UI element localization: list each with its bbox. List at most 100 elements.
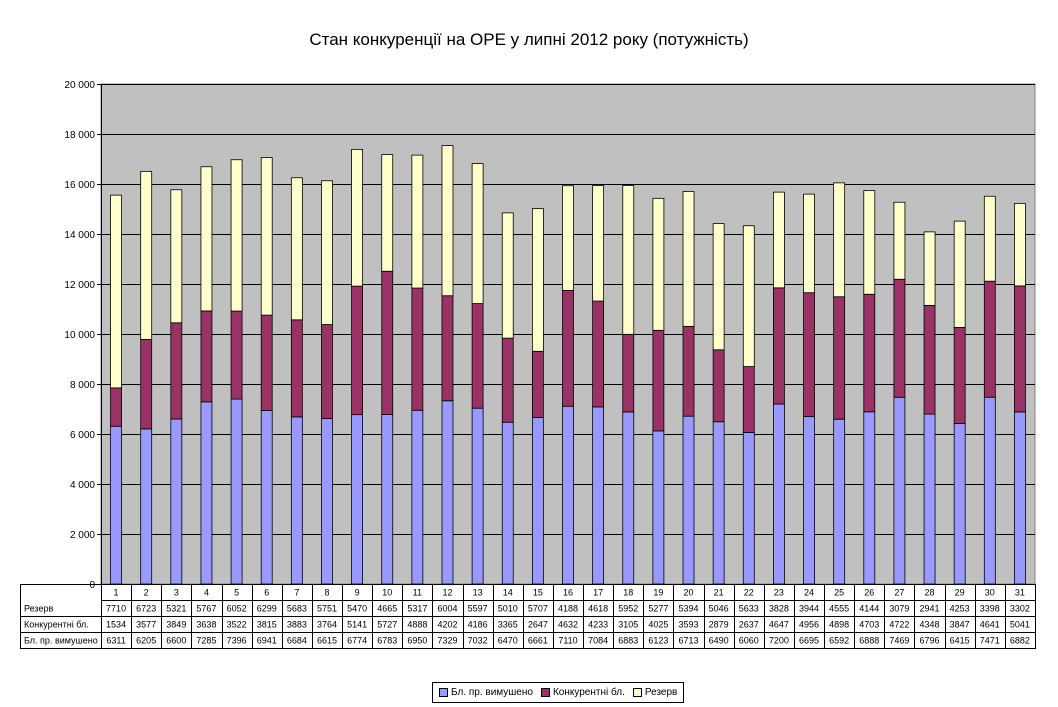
bar-segment (773, 287, 785, 405)
bar-segment (682, 325, 695, 417)
bar-segment (290, 177, 303, 321)
table-cell-value: 5767 (196, 604, 216, 614)
table-cell-value: 3849 (166, 620, 186, 630)
bar-segment (260, 410, 273, 585)
table-cell-value: 4665 (377, 604, 397, 614)
table-cell-value: 4632 (558, 620, 578, 630)
bar-segment (260, 157, 273, 316)
bar-segment (773, 403, 785, 585)
bar-segment (592, 300, 605, 408)
bar-segment (501, 337, 514, 423)
table-cell-value: 6684 (287, 636, 307, 646)
table-cell-value: 3764 (317, 620, 337, 630)
bar-segment (863, 190, 876, 295)
bar-segment (803, 193, 815, 294)
table-cell-value: 4618 (588, 604, 608, 614)
x-tick-label: 20 (684, 588, 694, 598)
table-cell-value: 6592 (829, 636, 849, 646)
y-tick-label: 6 000 (70, 430, 95, 441)
table-cell-value: 6774 (347, 636, 367, 646)
table-cell-value: 3593 (679, 620, 699, 630)
x-tick-label: 7 (294, 588, 299, 598)
table-cell-value: 3302 (1010, 604, 1030, 614)
table-cell-value: 2941 (920, 604, 940, 614)
x-tick-label: 18 (623, 588, 633, 598)
bar-segment (983, 195, 996, 282)
x-tick-label: 8 (324, 588, 329, 598)
legend-swatch (632, 688, 642, 697)
bar-segment (321, 418, 333, 585)
table-cell-value: 4703 (859, 620, 879, 630)
bar-segment (923, 231, 936, 306)
table-cell-value: 3105 (618, 620, 638, 630)
table-row-label: Конкурентні бл. (24, 620, 89, 630)
bar-segment (652, 197, 665, 331)
bar-segment (953, 220, 966, 328)
table-cell-value: 4956 (799, 620, 819, 630)
bar-segment (471, 407, 484, 585)
table-cell-value: 6695 (799, 636, 819, 646)
table-cell-value: 7471 (980, 636, 1000, 646)
table-cell-value: 5683 (287, 604, 307, 614)
table-cell-value: 6004 (437, 604, 457, 614)
x-tick-label: 30 (985, 588, 995, 598)
table-cell-value: 3828 (769, 604, 789, 614)
bar-segment (321, 180, 333, 325)
table-cell-value: 7032 (468, 636, 488, 646)
bar-segment (531, 417, 544, 585)
bar-segment (170, 322, 183, 420)
table-cell-value: 6470 (498, 636, 518, 646)
bar-segment (1014, 411, 1026, 585)
x-tick-label: 22 (744, 588, 754, 598)
table-cell-value: 4253 (950, 604, 970, 614)
table-cell-value: 6796 (920, 636, 940, 646)
table-cell-value: 4348 (920, 620, 940, 630)
table-cell-value: 5633 (739, 604, 759, 614)
x-tick-label: 27 (894, 588, 904, 598)
table-cell-value: 7285 (196, 636, 216, 646)
table-cell-value: 6311 (106, 636, 125, 646)
bar-segment (531, 350, 544, 418)
table-cell-value: 1534 (106, 620, 126, 630)
bar-segment (953, 327, 966, 425)
bar-segment (351, 285, 363, 416)
bar-segment (803, 292, 815, 418)
table-cell-value: 5707 (528, 604, 548, 614)
table-cell-value: 4555 (829, 604, 849, 614)
x-tick-label: 12 (442, 588, 452, 598)
bar-segment (983, 396, 996, 585)
table-cell-value: 3638 (196, 620, 216, 630)
table-cell-value: 6882 (1010, 636, 1030, 646)
bar-segment (1014, 285, 1026, 413)
bar-segment (260, 314, 273, 411)
table-cell-value: 3815 (257, 620, 277, 630)
table-cell-value: 2879 (709, 620, 729, 630)
table-cell-value: 6615 (317, 636, 337, 646)
bar-segment (471, 163, 484, 304)
bar-segment (381, 414, 394, 585)
x-tick-label: 17 (593, 588, 603, 598)
legend-item: Конкурентні бл. (540, 687, 625, 698)
bar-segment (863, 411, 876, 585)
table-cell-value: 4025 (648, 620, 668, 630)
bar-segment (110, 194, 122, 389)
table-cell-value: 6950 (407, 636, 427, 646)
x-tick-label: 25 (834, 588, 844, 598)
bar-segment (170, 189, 183, 324)
table-cell-value: 6888 (859, 636, 879, 646)
table-cell-value: 5317 (407, 604, 427, 614)
bar-segment (441, 145, 454, 297)
bar-segment (773, 191, 785, 289)
table-cell-value: 6490 (709, 636, 729, 646)
bar-segment (200, 401, 213, 585)
y-tick-label: 20 000 (64, 80, 95, 91)
table-row-label: Резерв (24, 604, 53, 614)
table-cell-value: 6661 (528, 636, 548, 646)
bar-segment (411, 154, 424, 289)
bar-segment (140, 428, 153, 585)
bar-segment (592, 185, 605, 302)
table-cell-value: 5470 (347, 604, 367, 614)
bar-segment (893, 201, 906, 280)
x-tick-label: 10 (382, 588, 392, 598)
